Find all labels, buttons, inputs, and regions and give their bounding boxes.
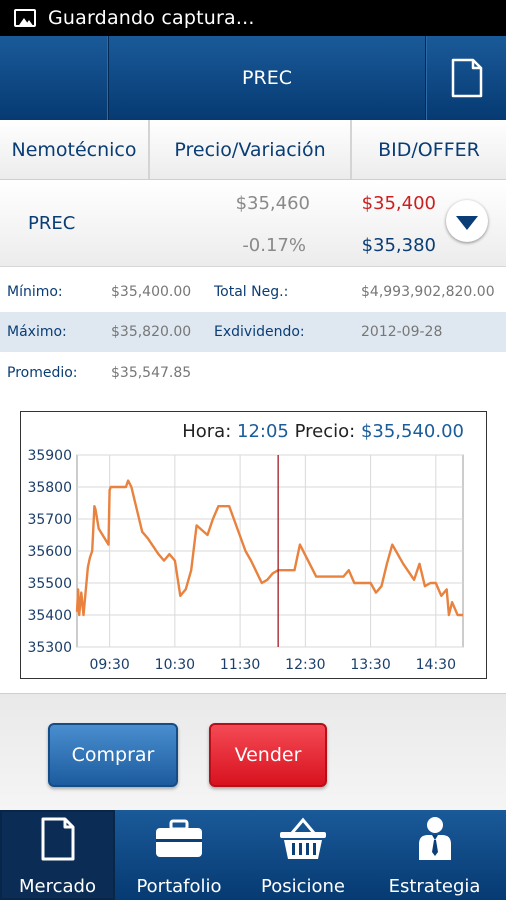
column-header-tabs: Nemotécnico Precio/Variación BID/OFFER — [0, 120, 506, 180]
x-tick-label: 11:30 — [220, 657, 260, 673]
stat-label-2: Exdividendo: — [214, 324, 305, 340]
y-tick-label: 35500 — [27, 576, 72, 592]
person-icon — [417, 810, 453, 868]
briefcase-icon — [154, 810, 204, 868]
readout-hora-value: 12:05 — [237, 421, 289, 442]
nav-label: Estrategia — [388, 876, 481, 897]
collapse-toggle-button[interactable] — [446, 200, 488, 242]
stat-value: $35,547.85 — [111, 365, 192, 381]
y-tick-label: 35300 — [27, 640, 72, 656]
price-chart[interactable]: 35300 35400 35500 35600 35700 35800 35900 09:30… — [20, 411, 487, 679]
action-bar: Comprar Vender — [0, 693, 506, 810]
status-bar: Guardando captura... — [0, 0, 506, 36]
quote-symbol: PREC — [28, 213, 76, 234]
x-tick-label: 12:30 — [285, 657, 325, 673]
nav-item-portafolio[interactable]: Portafolio — [115, 810, 243, 900]
chart-readout: Hora: 12:05 Precio: $35,540.00 — [182, 421, 464, 442]
document-button[interactable] — [426, 36, 506, 120]
chevron-down-icon — [456, 216, 478, 230]
stat-value: $35,820.00 — [111, 324, 192, 340]
tab-nemotecnico[interactable]: Nemotécnico — [0, 120, 150, 179]
x-tick-label: 14:30 — [416, 657, 456, 673]
stat-row-promedio: Promedio: $35,547.85 — [0, 353, 506, 393]
stat-row-maximo: Máximo: $35,820.00 Exdividendo: 2012-09-… — [0, 312, 506, 352]
sell-button[interactable]: Vender — [209, 723, 327, 787]
header-left-slot — [0, 36, 108, 120]
stat-value-2: $4,993,902,820.00 — [361, 284, 495, 300]
x-tick-label: 13:30 — [350, 657, 390, 673]
y-tick-label: 35900 — [27, 448, 72, 464]
tab-precio-variacion[interactable]: Precio/Variación — [150, 120, 352, 179]
readout-hora-label: Hora: — [182, 421, 232, 442]
quote-row[interactable]: PREC $35,460 -0.17% $35,400 $35,380 — [0, 181, 506, 267]
y-tick-label: 35600 — [27, 544, 72, 560]
stat-label-2: Total Neg.: — [214, 284, 289, 300]
quote-bid: $35,400 — [361, 193, 436, 214]
readout-precio-label: Precio: — [294, 421, 356, 442]
stat-value: $35,400.00 — [111, 284, 192, 300]
quote-variation: -0.17% — [242, 235, 306, 256]
document-icon — [41, 810, 75, 868]
page-title: PREC — [242, 67, 292, 89]
buy-button[interactable]: Comprar — [48, 723, 178, 787]
stat-value-2: 2012-09-28 — [361, 324, 443, 340]
stat-label: Máximo: — [7, 324, 67, 340]
stat-label: Promedio: — [7, 365, 78, 381]
price-series-line — [75, 479, 463, 617]
nav-label: Mercado — [19, 876, 96, 897]
price-chart-svg[interactable]: 35300 35400 35500 35600 35700 35800 35900 09:30… — [21, 412, 488, 680]
x-tick-label: 09:30 — [89, 657, 129, 673]
quote-price: $35,460 — [235, 193, 310, 214]
x-tick-label: 10:30 — [155, 657, 195, 673]
y-tick-label: 35800 — [27, 480, 72, 496]
app-header: PREC — [0, 36, 506, 120]
stat-row-minimo: Mínimo: $35,400.00 Total Neg.: $4,993,90… — [0, 272, 506, 312]
nav-item-estrategia[interactable]: Estrategia — [363, 810, 506, 900]
readout-precio-value: $35,540.00 — [360, 421, 464, 442]
stat-label: Mínimo: — [7, 284, 63, 300]
y-tick-label: 35400 — [27, 608, 72, 624]
image-icon — [14, 9, 36, 27]
document-icon — [451, 58, 482, 98]
basket-icon — [278, 810, 328, 868]
tab-bid-offer[interactable]: BID/OFFER — [352, 120, 506, 179]
quote-offer: $35,380 — [361, 235, 436, 256]
bottom-nav: Mercado Portafolio Posicione — [0, 810, 506, 900]
nav-item-mercado[interactable]: Mercado — [0, 810, 115, 900]
nav-item-posiciones[interactable]: Posicione — [243, 810, 363, 900]
nav-label: Portafolio — [136, 876, 222, 897]
nav-label: Posicione — [261, 876, 345, 897]
y-tick-label: 35700 — [27, 512, 72, 528]
status-text: Guardando captura... — [48, 7, 255, 29]
